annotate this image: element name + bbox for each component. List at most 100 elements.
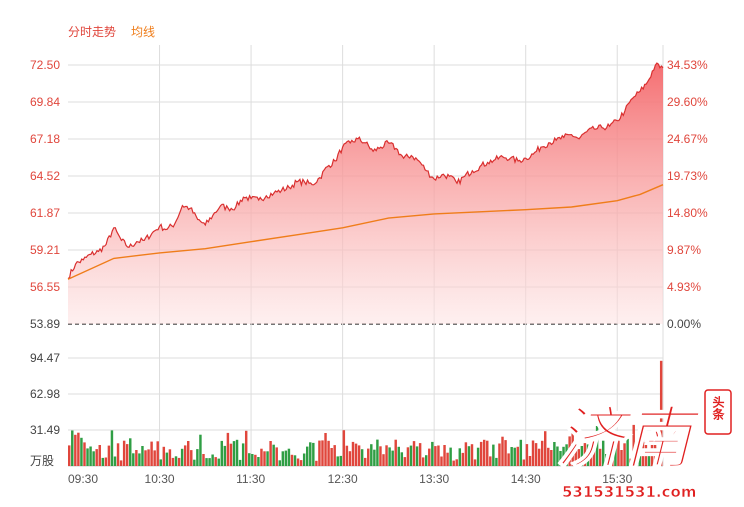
volume-bar [74,434,77,466]
volume-bar [617,440,620,466]
percent-tick-label: 0.00% [667,317,701,331]
watermark: 济南 头条 531531531.com [555,389,732,501]
volume-bar [180,448,184,466]
volume-bar [162,446,166,466]
volume-bar [110,430,114,466]
volume-tick-label: 万股 [30,454,54,468]
watermark-side-text: 头条 [711,395,725,421]
volume-bar [461,452,465,466]
volume-bar [296,458,300,466]
time-tick-label: 12:30 [328,472,358,486]
volume-bar [653,441,657,466]
volume-bar [638,451,642,466]
volume-bar [376,439,379,466]
volume-bar [467,446,471,466]
volume-bar [132,453,135,466]
volume-bar [77,432,80,466]
volume-bar [217,458,220,466]
volume-bar [458,448,462,466]
volume-bar [327,440,330,466]
volume-bar [455,459,458,466]
volume-bar [354,443,358,466]
axis-labels: 72.50 34.53% 69.84 29.60% 67.18 24.67% 64.52 19… [30,58,708,486]
volume-bar [125,444,129,466]
volume-bar [330,448,333,466]
volume-bar [629,458,632,466]
volume-bar [382,454,385,466]
volume-bar [531,440,535,466]
percent-tick-label: 19.73% [667,169,708,183]
volume-bar [367,448,370,466]
volume-bar [406,447,410,466]
volume-bar [187,441,190,466]
percent-tick-label: 9.87% [667,243,701,257]
volume-bar [409,445,413,466]
volume-bar [571,430,574,466]
volume-bar [214,457,217,466]
volume-bar [418,443,422,466]
volume-bar [632,424,635,466]
volume-bar [174,456,178,466]
percent-tick-label: 4.93% [667,280,701,294]
price-tick-label: 64.52 [30,169,60,183]
volume-bar [534,443,538,466]
volume-bar [287,448,291,466]
price-tick-label: 53.89 [30,317,60,331]
percent-tick-label: 29.60% [667,95,708,109]
percent-tick-label: 14.80% [667,206,708,220]
volume-bar [583,443,587,466]
volume-bar [220,440,224,466]
volume-bar [565,444,568,466]
volume-bar [568,436,571,466]
volume-bar [122,440,126,466]
volume-bar [397,446,400,466]
volume-bar [592,442,596,466]
volume-bar [309,442,312,466]
volume-bar [421,457,425,466]
time-tick-label: 13:30 [419,472,449,486]
volume-bar [141,446,144,466]
volume-bar [556,446,559,466]
volume-bar [150,441,153,466]
volume-bar [315,460,318,466]
volume-bar [202,454,205,466]
volume-bar [229,443,233,466]
volume-bar [510,447,513,466]
legend-intraday-label[interactable]: 分时走势 [68,25,116,39]
watermark-side-box [704,389,732,435]
volume-bar [479,441,483,466]
volume-bar [495,457,498,466]
volume-bar [598,448,602,466]
volume-bar [482,439,486,466]
volume-bar [306,446,309,466]
volume-bar [168,449,172,466]
time-tick-label: 14:30 [511,472,541,486]
volume-bar [241,443,245,466]
price-tick-label: 69.84 [30,95,60,109]
volume-bar [550,450,553,466]
volume-bar [104,457,108,466]
volume-bar [266,451,269,466]
volume-bar [586,444,590,466]
volume-bar [339,455,343,466]
volume-bar [449,447,452,466]
price-area [68,63,663,324]
volume-bar [470,444,474,466]
volume-bar [644,442,648,466]
volume-bar [193,459,196,466]
time-tick-label: 11:30 [236,472,265,486]
volume-bar [244,430,248,466]
volume-bar [370,444,373,466]
volume-bar [269,441,272,466]
volume-bar [525,444,529,466]
volume-bar [486,440,489,466]
volume-bar [199,434,202,466]
volume-bar [434,446,437,466]
volume-bar [498,443,501,466]
volume-bar [574,448,577,466]
legend-avg-label[interactable]: 均线 [131,25,155,39]
volume-bar [238,459,242,466]
time-tick-label: 09:30 [68,472,98,486]
volume-bar [342,430,346,466]
volume-bar [428,448,431,466]
